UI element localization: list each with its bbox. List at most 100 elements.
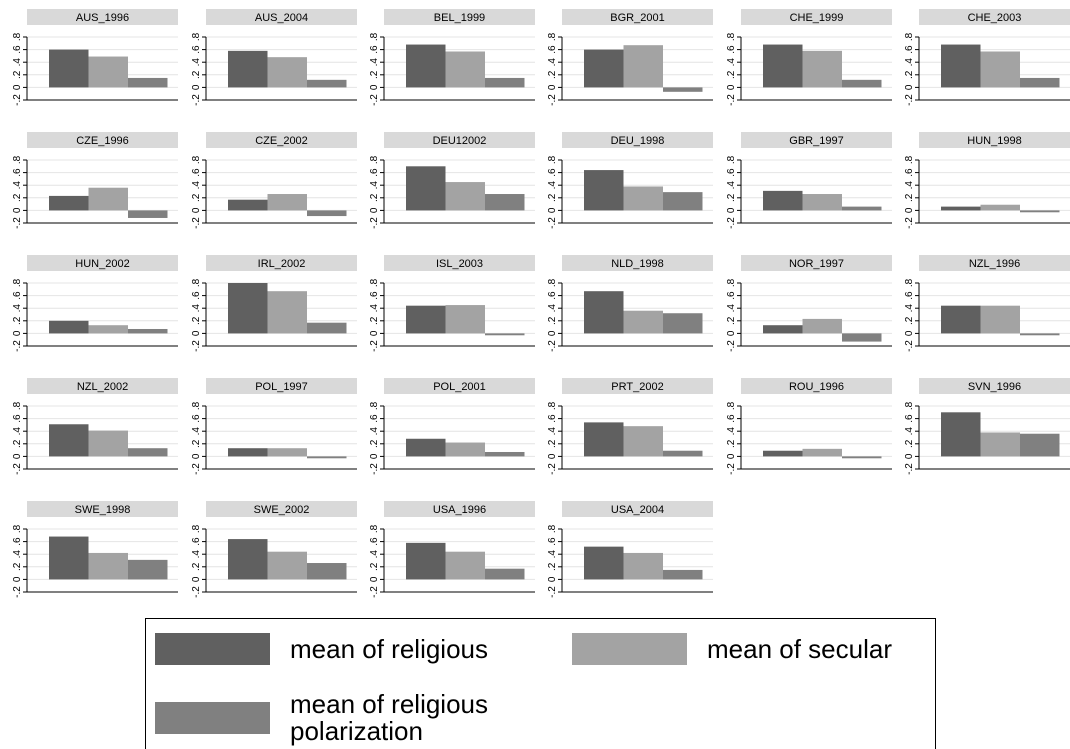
y-tick-label: 0 [369, 453, 380, 459]
panel-title: NZL_1996 [969, 258, 1020, 270]
y-tick-label: .4 [726, 304, 737, 313]
bar [623, 552, 663, 580]
bar [49, 320, 89, 334]
bar [1020, 77, 1060, 88]
panel-header [384, 9, 535, 25]
y-tick-label: .2 [191, 70, 202, 79]
bar [88, 430, 128, 457]
y-tick-label: .6 [726, 168, 737, 177]
y-tick-label: .6 [12, 291, 23, 300]
y-tick-label: .2 [904, 316, 915, 325]
bar [842, 333, 882, 342]
bar [228, 448, 268, 457]
y-tick-label: .6 [369, 168, 380, 177]
bar [802, 448, 842, 457]
y-tick-label: .6 [369, 45, 380, 54]
panel-title: NLD_1998 [611, 258, 664, 270]
bar [445, 442, 485, 457]
panel-header [27, 255, 178, 271]
y-tick-label: .4 [904, 427, 915, 436]
y-tick-label: .6 [726, 291, 737, 300]
y-tick-label: .8 [369, 401, 380, 410]
y-tick-label: .2 [726, 316, 737, 325]
legend-label: mean of religious polarization [290, 689, 488, 746]
y-tick-label: .2 [369, 193, 380, 202]
bar [842, 206, 882, 211]
y-tick-label: .4 [726, 427, 737, 436]
y-tick-label: .6 [547, 414, 558, 423]
bar [663, 313, 703, 334]
y-tick-label: -.2 [12, 94, 23, 106]
legend-swatch [155, 633, 270, 665]
bar [49, 195, 89, 211]
panel-header [27, 501, 178, 517]
y-tick-label: .4 [904, 304, 915, 313]
y-tick-label: .8 [547, 32, 558, 41]
y-tick-label: -.2 [369, 463, 380, 475]
y-tick-label: -.2 [547, 586, 558, 598]
y-tick-label: .6 [726, 45, 737, 54]
panel-header [206, 9, 357, 25]
y-tick-label: -.2 [369, 217, 380, 229]
legend: mean of religious mean of secular mean of … [145, 618, 936, 749]
y-tick-label: .4 [12, 427, 23, 436]
panel-title: POL_2001 [433, 381, 486, 393]
y-tick-label: 0 [369, 84, 380, 90]
y-tick-label: -.2 [904, 217, 915, 229]
bar [267, 194, 307, 211]
y-tick-label: .6 [904, 291, 915, 300]
y-tick-label: .2 [726, 70, 737, 79]
y-tick-label: 0 [369, 330, 380, 336]
panel-header [27, 378, 178, 394]
y-tick-label: -.2 [726, 463, 737, 475]
bar [584, 291, 624, 334]
y-tick-label: .2 [12, 562, 23, 571]
bar [1020, 433, 1060, 457]
y-tick-label: -.2 [12, 217, 23, 229]
y-tick-label: .4 [369, 550, 380, 559]
y-tick-label: .4 [191, 181, 202, 190]
bar [307, 563, 347, 580]
y-tick-label: 0 [191, 330, 202, 336]
y-tick-label: .2 [12, 316, 23, 325]
y-tick-label: .6 [12, 45, 23, 54]
y-tick-label: .8 [726, 155, 737, 164]
panel-header [562, 378, 713, 394]
y-tick-label: .4 [904, 181, 915, 190]
panel-title: DEU_1998 [611, 135, 665, 147]
y-tick-label: .4 [547, 427, 558, 436]
bar [228, 283, 268, 334]
panel-title: NZL_2002 [77, 381, 128, 393]
y-tick-label: 0 [12, 207, 23, 213]
y-tick-label: .6 [547, 168, 558, 177]
y-tick-label: .8 [904, 278, 915, 287]
panel-title: ISL_2003 [436, 258, 483, 270]
panel-header [741, 378, 892, 394]
bar [763, 44, 803, 88]
bar [267, 57, 307, 88]
y-tick-label: 0 [904, 330, 915, 336]
panel-title: PRT_2002 [611, 381, 663, 393]
bar [307, 322, 347, 334]
panel-title: CHE_1999 [790, 12, 844, 24]
y-tick-label: .4 [369, 304, 380, 313]
legend-item: mean of secular [572, 633, 892, 665]
y-tick-label: .4 [191, 304, 202, 313]
panel-header [919, 255, 1070, 271]
y-tick-label: .2 [547, 439, 558, 448]
y-tick-label: .8 [547, 401, 558, 410]
y-tick-label: -.2 [191, 340, 202, 352]
panel-title: SWE_2002 [254, 504, 310, 516]
panel-title: USA_2004 [611, 504, 664, 516]
y-tick-label: 0 [547, 84, 558, 90]
y-tick-label: .4 [726, 181, 737, 190]
panel-header [562, 132, 713, 148]
y-tick-label: .4 [12, 58, 23, 67]
bar [802, 318, 842, 334]
y-tick-label: 0 [547, 453, 558, 459]
y-tick-label: .2 [726, 193, 737, 202]
panel-header [919, 9, 1070, 25]
bar [485, 77, 525, 88]
y-tick-label: -.2 [547, 94, 558, 106]
